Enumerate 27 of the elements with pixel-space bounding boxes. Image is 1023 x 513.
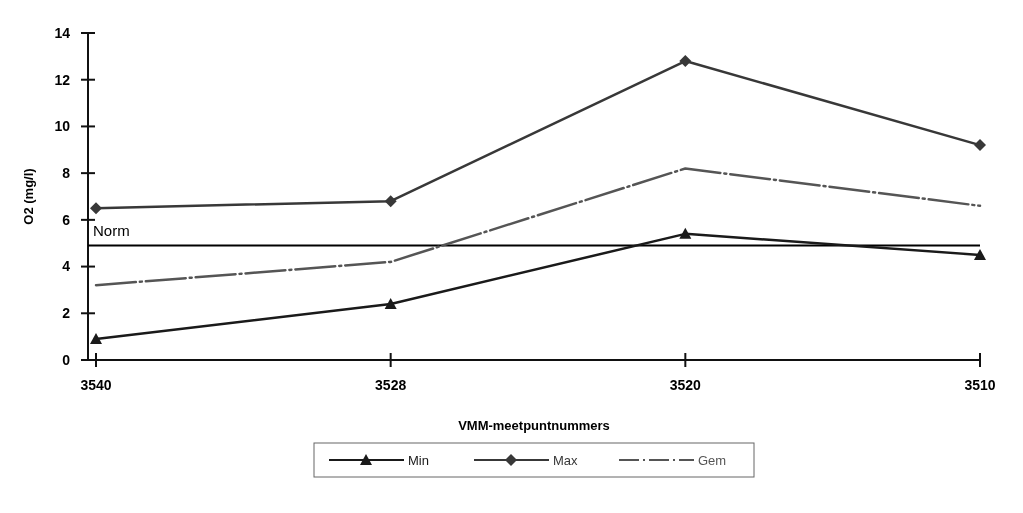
x-tick-label: 3528 — [375, 377, 407, 393]
text: Gem — [698, 452, 727, 468]
x-axis-title: VMM-meetpuntnummers — [458, 418, 610, 433]
text: Max — [553, 452, 579, 468]
point — [90, 202, 102, 215]
y-tick-label: 10 — [54, 118, 71, 135]
point — [974, 139, 986, 152]
y-tick-label: 0 — [62, 351, 71, 368]
point — [679, 55, 692, 68]
point — [90, 332, 102, 344]
point — [384, 195, 397, 208]
y-tick-label: 2 — [62, 305, 71, 322]
y-axis-title: O2 (mg/l) — [21, 168, 36, 225]
x-tick-label: 3520 — [669, 377, 702, 393]
point — [679, 227, 692, 239]
line-series — [94, 167, 982, 287]
text: Min — [408, 452, 429, 468]
y-tick-label: 14 — [54, 24, 71, 41]
y-tick-label: 12 — [54, 71, 71, 88]
y-tick-label: 8 — [62, 165, 71, 182]
point — [974, 248, 986, 260]
x-tick-label: 3540 — [80, 377, 112, 393]
x-tick-label: 3510 — [964, 377, 996, 393]
ref-line-label: Norm — [93, 221, 130, 239]
point — [384, 297, 397, 309]
y-tick-label: 4 — [62, 258, 71, 275]
y-tick-label: 6 — [62, 211, 71, 228]
